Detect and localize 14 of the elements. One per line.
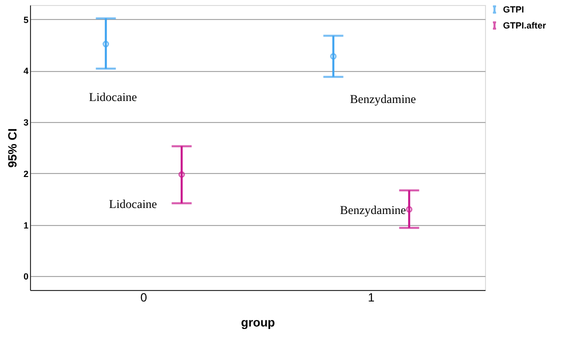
y-tick-label: 1: [23, 220, 28, 230]
y-tick-label: 0: [23, 272, 28, 282]
annotation: Lidocaine: [89, 90, 137, 104]
legend-label: GTPI.after: [503, 20, 547, 30]
x-axis-title: group: [241, 316, 275, 330]
annotation: Benzydamine: [350, 92, 416, 106]
legend-label: GTPI: [503, 4, 524, 14]
y-tick-label: 4: [23, 66, 28, 76]
y-tick-label: 2: [23, 168, 28, 179]
annotation: Lidocaine: [109, 197, 157, 211]
y-tick-label: 3: [23, 118, 28, 128]
y-tick-label: 5: [23, 14, 28, 25]
y-axis-title: 95% CI: [5, 128, 20, 168]
annotation: Benzydamine: [340, 203, 406, 217]
